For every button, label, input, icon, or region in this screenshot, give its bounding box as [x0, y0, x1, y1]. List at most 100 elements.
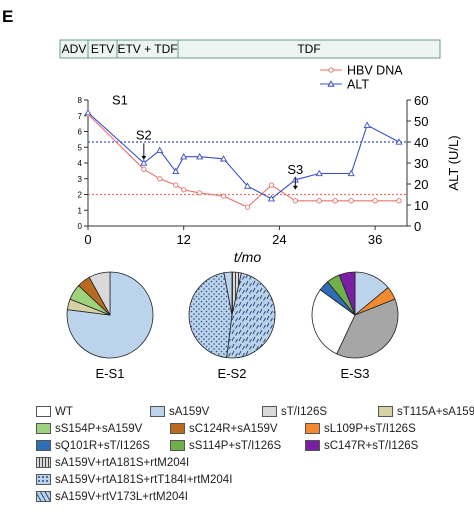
x-tick-label: 12: [176, 232, 190, 247]
data-point-alt: [172, 167, 180, 175]
legend-swatch: [262, 406, 277, 417]
pie-title: E-S2: [218, 366, 247, 381]
legend-item: sC124R+sA159V: [170, 422, 278, 436]
legend-label: sT/I126S: [281, 406, 328, 418]
pie-slice: [66, 271, 154, 359]
y-right-tick-label: 20: [414, 177, 428, 192]
legend-label: sS154P+sA159V: [55, 423, 143, 435]
data-point-hbv-dna: [244, 204, 251, 210]
x-tick-label: 24: [272, 232, 286, 247]
legend-item: sA159V+rtA181S+rtM204I: [36, 456, 189, 470]
y-right-tick-label: 30: [414, 156, 428, 171]
therapy-label: TDF: [297, 42, 320, 56]
data-point-alt: [84, 108, 92, 116]
pie-title: E-S3: [341, 366, 370, 381]
data-point-alt: [315, 169, 323, 177]
legend-item: sA159V: [150, 405, 209, 419]
x-tick-label: 0: [84, 232, 91, 247]
legend-label: sS114P+sT/I126S: [189, 440, 282, 452]
data-point-alt: [347, 169, 355, 177]
legend-marker: [327, 80, 335, 87]
data-point-alt: [180, 152, 188, 160]
legend-swatch: [36, 491, 51, 502]
legend-item: sS114P+sT/I126S: [170, 439, 281, 453]
data-point-alt: [267, 194, 275, 202]
therapy-label: ADV: [62, 42, 87, 56]
legend-label: sA159V: [169, 406, 210, 418]
y-left-tick-label: 8: [78, 96, 83, 105]
legend-label: sT115A+sA159V: [397, 406, 474, 418]
y-left-tick-label: 6: [78, 128, 83, 137]
legend-item: sL109P+sT/I126S: [305, 422, 416, 436]
data-point-alt: [395, 138, 403, 145]
data-point-hbv-dna: [268, 182, 275, 188]
therapy-label: ETV + TDF: [117, 42, 177, 56]
legend-marker: [328, 67, 334, 73]
data-point-alt: [156, 146, 164, 154]
therapy-label: ETV: [91, 42, 114, 56]
legend-label: sL109P+sT/I126S: [324, 423, 416, 435]
data-point-alt: [196, 152, 204, 160]
y-right-tick-label: 0: [414, 219, 421, 234]
legend-swatch: [36, 474, 51, 485]
legend-label: sC124R+sA159V: [189, 423, 278, 435]
data-point-alt: [220, 155, 228, 162]
annotation-arrowhead: [141, 155, 147, 160]
x-tick-label: 36: [368, 232, 382, 247]
data-point-alt: [243, 182, 252, 189]
legend-label: sC147R+sT/I126S: [324, 440, 419, 452]
data-point-hbv-dna: [157, 176, 163, 182]
annotation-label: S2: [136, 127, 152, 142]
data-point-hbv-dna: [141, 166, 147, 172]
pie-charts: E-S1 E-S2 E-S3: [66, 271, 399, 381]
annotation-arrowhead: [292, 185, 298, 190]
annotation-label: S1: [112, 93, 128, 108]
panel-letter: E: [2, 7, 13, 26]
y-right-tick-label: 10: [414, 198, 428, 213]
legend-swatch: [305, 440, 320, 451]
data-point-alt: [140, 159, 148, 166]
y-left-tick-label: 1: [78, 206, 83, 215]
legend-item: WT: [36, 405, 73, 419]
legend-swatch: [305, 423, 320, 434]
legend-label: sA159V+rtV173L+rtM204I: [55, 491, 188, 503]
legend-swatch: [36, 440, 51, 451]
x-axis-label: t/mo: [234, 249, 261, 265]
y-right-tick-label: 40: [414, 135, 428, 150]
legend-item: sC147R+sT/I126S: [305, 439, 418, 453]
pie-slice: [88, 271, 111, 316]
legend-item: sA159V+rtA181S+rtT184I+rtM204I: [36, 473, 232, 487]
therapy-bar: ADV ETV ETV + TDF TDF: [59, 39, 441, 59]
data-point-hbv-dna: [196, 190, 203, 196]
pie-slice: [226, 272, 276, 359]
legend-label: sA159V+rtA181S+rtT184I+rtM204I: [55, 474, 233, 486]
series-line-hbv-dna: [87, 113, 400, 208]
therapy-bar-frame: [59, 39, 441, 59]
pie-slice: [336, 298, 399, 359]
pie-slice: [338, 271, 356, 316]
pie-slice: [223, 271, 233, 316]
data-point-hbv-dna: [396, 198, 402, 204]
legend-label: sQ101R+sT/I126S: [55, 440, 150, 452]
legend-swatch: [150, 406, 165, 417]
legend-item: sT115A+sA159V: [378, 405, 474, 419]
legend-swatch: [170, 440, 185, 451]
legend-label: WT: [55, 406, 73, 418]
data-point-hbv-dna: [348, 198, 354, 204]
pie-title: E-S1: [96, 366, 125, 381]
legend-swatch: [36, 457, 51, 468]
annotation-label: S3: [287, 162, 303, 177]
legend-swatch: [36, 406, 51, 417]
data-point-hbv-dna: [332, 198, 338, 204]
y-left-tick-label: 4: [78, 159, 83, 168]
legend-swatch: [170, 423, 185, 434]
y-right-axis-label: ALT (U/L): [446, 135, 461, 190]
data-point-hbv-dna: [372, 198, 378, 204]
y-left-tick-label: 3: [78, 175, 83, 184]
data-point-hbv-dna: [220, 193, 227, 199]
legend-item: sQ101R+sT/I126S: [36, 439, 150, 453]
legend-label: ALT: [347, 78, 369, 92]
data-point-hbv-dna: [181, 187, 187, 193]
